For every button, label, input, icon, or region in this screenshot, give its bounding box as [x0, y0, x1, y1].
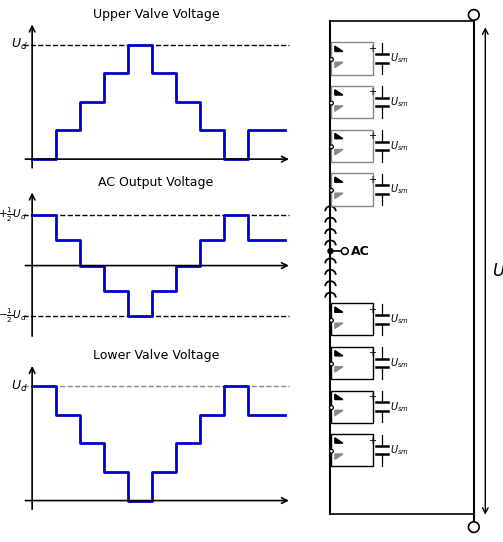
Text: +: + [368, 436, 376, 446]
Text: +: + [368, 44, 376, 54]
Text: $U_{sm}$: $U_{sm}$ [390, 95, 409, 109]
Polygon shape [335, 90, 343, 95]
Text: $U_{sm}$: $U_{sm}$ [390, 51, 409, 66]
Polygon shape [335, 438, 343, 443]
Text: +: + [368, 175, 376, 185]
Polygon shape [335, 150, 343, 155]
Text: +: + [368, 392, 376, 402]
Text: $U_{sm}$: $U_{sm}$ [390, 400, 409, 414]
Text: $U_{sm}$: $U_{sm}$ [390, 313, 409, 326]
Text: AC: AC [351, 244, 369, 257]
Text: $U_d$: $U_d$ [492, 261, 503, 281]
Circle shape [329, 57, 333, 61]
Title: AC Output Voltage: AC Output Voltage [98, 176, 214, 189]
Circle shape [329, 406, 333, 410]
Circle shape [468, 522, 479, 532]
Text: +: + [368, 349, 376, 358]
Polygon shape [335, 193, 343, 198]
Text: $U_d$: $U_d$ [11, 37, 27, 52]
Circle shape [342, 248, 348, 255]
Text: $+\frac{1}{2}U_d$: $+\frac{1}{2}U_d$ [0, 206, 27, 224]
Circle shape [329, 145, 333, 149]
Title: Upper Valve Voltage: Upper Valve Voltage [93, 8, 219, 21]
Polygon shape [335, 307, 343, 312]
Bar [331, 390, 373, 423]
Circle shape [468, 10, 479, 20]
Polygon shape [335, 351, 343, 356]
Circle shape [329, 319, 333, 322]
Text: +: + [368, 131, 376, 141]
Text: +: + [368, 305, 376, 314]
Circle shape [328, 249, 333, 254]
Polygon shape [335, 46, 343, 51]
Circle shape [329, 362, 333, 366]
Polygon shape [335, 454, 343, 459]
Polygon shape [335, 177, 343, 182]
Text: $U_{sm}$: $U_{sm}$ [390, 443, 409, 457]
Polygon shape [335, 367, 343, 372]
Polygon shape [335, 394, 343, 399]
Polygon shape [335, 133, 343, 139]
Bar [331, 130, 373, 162]
Bar [331, 434, 373, 466]
Polygon shape [335, 410, 343, 416]
Bar [331, 173, 373, 205]
Polygon shape [335, 62, 343, 68]
Text: $U_d$: $U_d$ [11, 378, 27, 393]
Circle shape [329, 449, 333, 453]
Bar [331, 42, 373, 75]
Circle shape [329, 101, 333, 105]
Bar [331, 304, 373, 335]
Text: $U_{sm}$: $U_{sm}$ [390, 139, 409, 153]
Text: +: + [368, 87, 376, 98]
Bar [331, 347, 373, 379]
Bar [331, 86, 373, 118]
Text: $U_{sm}$: $U_{sm}$ [390, 356, 409, 370]
Title: Lower Valve Voltage: Lower Valve Voltage [93, 349, 219, 362]
Polygon shape [335, 106, 343, 111]
Text: $U_{sm}$: $U_{sm}$ [390, 183, 409, 196]
Polygon shape [335, 323, 343, 328]
Circle shape [329, 189, 333, 192]
Text: $-\frac{1}{2}U_d$: $-\frac{1}{2}U_d$ [0, 307, 27, 325]
